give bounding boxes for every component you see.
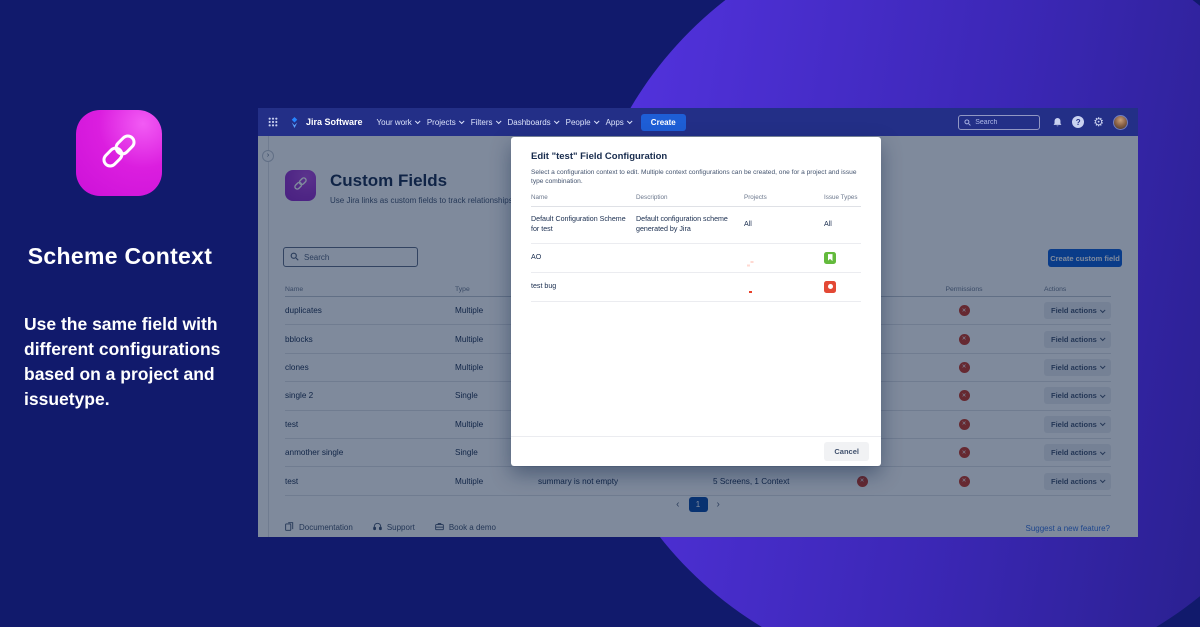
nav-item-dashboards[interactable]: Dashboards (508, 118, 560, 127)
feature-description: Use the same field with different config… (24, 314, 221, 409)
nav-item-your-work[interactable]: Your work (377, 118, 421, 127)
create-button[interactable]: Create (640, 113, 686, 131)
bug-issuetype-icon (824, 280, 836, 293)
profile-avatar[interactable] (1113, 114, 1128, 130)
page-content: › Custom Fields Use Jira links as custom… (258, 136, 1138, 537)
cancel-button[interactable]: Cancel (824, 442, 869, 461)
nav-item-projects[interactable]: Projects (427, 118, 465, 127)
col-projects: Projects (744, 194, 767, 202)
notifications-icon[interactable] (1052, 117, 1063, 128)
modal-title: Edit "test" Field Configuration (531, 151, 668, 162)
context-row[interactable]: AO (531, 244, 861, 273)
jira-screenshot: Jira Software Your work Projects Filters… (258, 108, 1138, 537)
top-nav: Jira Software Your work Projects Filters… (258, 108, 1138, 136)
edit-field-configuration-modal: Edit "test" Field Configuration Select a… (511, 137, 881, 466)
nav-item-filters[interactable]: Filters (471, 118, 502, 127)
feature-panel: Scheme Context Use the same field with d… (0, 0, 258, 627)
jira-logo-text[interactable]: Jira Software (306, 117, 363, 127)
context-table-header: Name Description Projects Issue Types (531, 194, 861, 208)
col-issue-types: Issue Types (824, 194, 858, 202)
context-issue-types: All (824, 220, 832, 229)
context-projects: All (744, 220, 752, 229)
feature-heading: Scheme Context (27, 243, 213, 269)
search-icon (964, 113, 971, 131)
nav-item-people[interactable]: People (566, 118, 600, 127)
settings-icon[interactable]: ⚙ (1093, 115, 1104, 129)
context-table: Name Description Projects Issue Types De… (531, 194, 861, 302)
context-row[interactable]: test bug (531, 273, 861, 302)
nav-item-apps[interactable]: Apps (606, 118, 633, 127)
help-icon[interactable] (1072, 116, 1085, 128)
modal-description: Select a configuration context to edit. … (531, 169, 857, 186)
context-name: test bug (531, 281, 557, 290)
global-search-input[interactable] (975, 118, 1031, 126)
col-name: Name (531, 194, 548, 202)
context-name: Default Configuration Scheme for test (531, 215, 626, 233)
link-icon (96, 128, 142, 179)
modal-footer: Cancel (511, 436, 881, 466)
feature-app-icon (76, 110, 162, 196)
jira-logo-icon[interactable] (289, 116, 300, 128)
app-switcher-icon[interactable] (268, 117, 278, 127)
col-description: Description (636, 194, 668, 202)
context-description: Default configuration scheme generated b… (636, 215, 728, 233)
context-name: AO (531, 252, 542, 261)
story-issuetype-icon (824, 251, 836, 264)
context-row[interactable]: Default Configuration Scheme for test De… (531, 207, 861, 244)
global-search[interactable] (958, 113, 1041, 131)
